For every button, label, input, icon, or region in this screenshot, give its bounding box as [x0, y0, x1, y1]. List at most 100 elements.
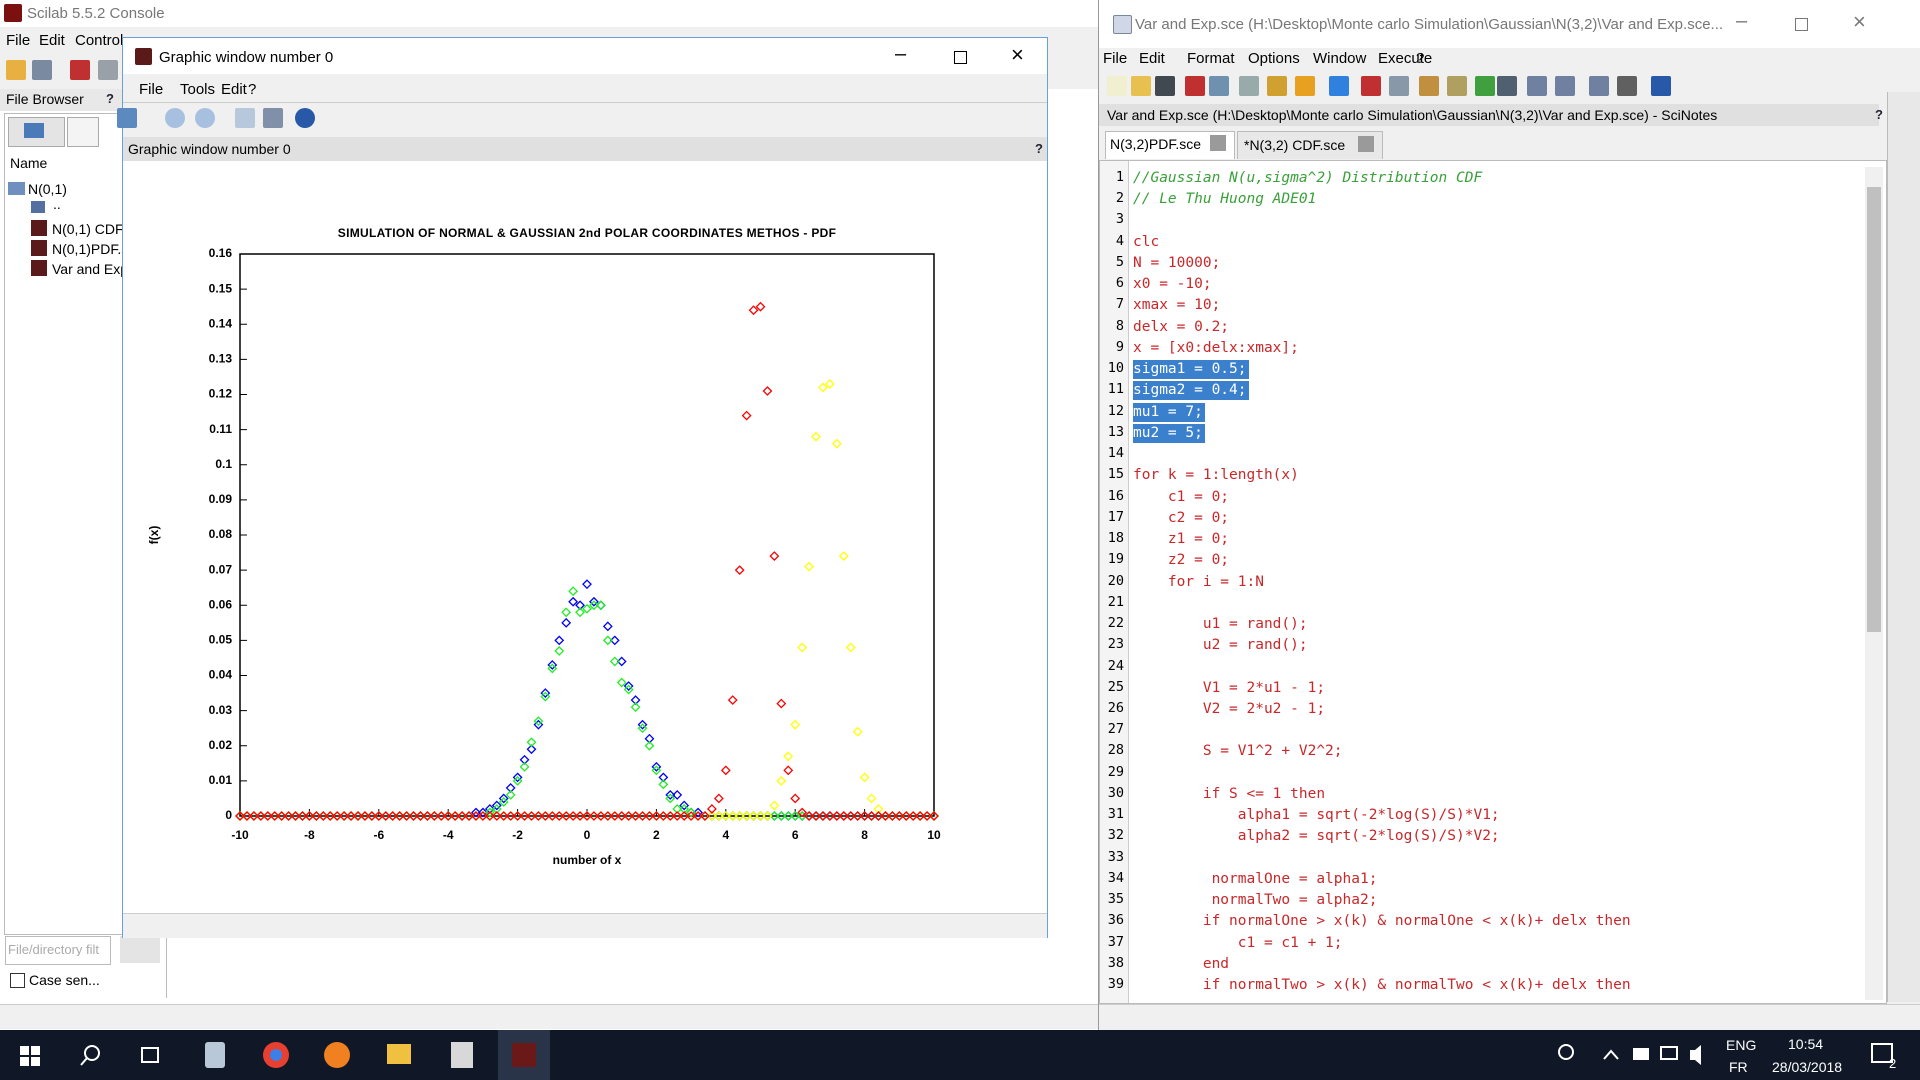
line-number: 10	[1107, 360, 1124, 377]
help-button[interactable]: ?	[1875, 107, 1883, 122]
data-point	[394, 811, 405, 821]
menu-item[interactable]: Execute	[1378, 50, 1433, 67]
tool-icon[interactable]	[1295, 76, 1315, 96]
clock-time[interactable]: 10:54	[1788, 1036, 1824, 1052]
tree-item[interactable]: N(0,1)	[28, 181, 67, 197]
tray-icon[interactable]	[1558, 1044, 1574, 1060]
menu-item[interactable]: File	[1103, 50, 1128, 67]
tool-icon[interactable]	[1107, 76, 1127, 96]
tray-icon[interactable]	[1690, 1045, 1701, 1065]
menu-item[interactable]: Options	[1248, 50, 1300, 67]
minimize-button[interactable]: –	[1736, 10, 1748, 32]
tab-label[interactable]: N(3,2)PDF.sce	[1110, 136, 1202, 152]
line-number: 13	[1107, 423, 1124, 440]
tool-icon[interactable]	[98, 60, 118, 80]
tool-icon[interactable]	[1617, 76, 1637, 96]
tool-icon[interactable]	[165, 108, 185, 128]
code-line: z2 = 0;	[1133, 552, 1230, 569]
tool-icon[interactable]	[1361, 76, 1381, 96]
data-point	[464, 811, 474, 821]
tree-item[interactable]: N(0,1)PDF.s	[52, 241, 129, 257]
tool-icon[interactable]	[1329, 76, 1349, 96]
app-icon[interactable]	[451, 1042, 473, 1068]
menu-item[interactable]: Control	[75, 32, 124, 49]
menu-item[interactable]: Edit	[39, 32, 65, 49]
tool-icon[interactable]	[1389, 76, 1409, 96]
tool-icon[interactable]	[1447, 76, 1467, 96]
dropdown-button[interactable]	[67, 117, 99, 147]
tab-close[interactable]	[1210, 135, 1226, 151]
line-number: 31	[1107, 806, 1124, 823]
column-header[interactable]: Name	[10, 155, 48, 171]
data-point	[311, 811, 322, 821]
task-view-button[interactable]	[141, 1047, 159, 1063]
scroll-thumb[interactable]	[1867, 187, 1881, 632]
data-point	[505, 811, 516, 821]
tool-icon[interactable]	[1155, 76, 1175, 96]
tool-icon[interactable]	[117, 108, 137, 128]
tree-item[interactable]: ..	[53, 196, 61, 212]
tool-icon[interactable]	[6, 60, 26, 80]
y-tick-label: 0.15	[209, 281, 233, 295]
menu-item[interactable]: Window	[1313, 50, 1367, 67]
menu-item[interactable]: Format	[1187, 50, 1235, 67]
clock-date[interactable]: 28/03/2018	[1772, 1059, 1843, 1075]
tool-icon[interactable]	[1651, 76, 1671, 96]
start-button[interactable]	[20, 1046, 40, 1066]
notification-button[interactable]	[1871, 1043, 1893, 1063]
keyboard-layout[interactable]: FR	[1729, 1059, 1748, 1075]
tool-icon[interactable]	[1419, 76, 1439, 96]
menu-item[interactable]: ?	[1416, 50, 1425, 67]
tree-item[interactable]: Var and Exp	[52, 261, 129, 277]
language[interactable]: ENG	[1726, 1037, 1757, 1053]
tool-icon[interactable]	[1589, 76, 1609, 96]
tool-icon[interactable]	[235, 108, 255, 128]
tool-icon[interactable]	[295, 108, 315, 128]
minimize-button[interactable]: –	[895, 43, 907, 65]
x-tick-label: 6	[792, 828, 799, 842]
tool-icon[interactable]	[1475, 76, 1495, 96]
tab-label[interactable]: *N(3,2) CDF.sce	[1244, 137, 1346, 153]
tool-icon[interactable]	[195, 108, 215, 128]
close-button[interactable]: ×	[1011, 42, 1024, 67]
app-icon[interactable]	[387, 1044, 411, 1064]
case-checkbox[interactable]	[10, 973, 25, 988]
help-button[interactable]: ?	[106, 91, 114, 106]
menu-item[interactable]: ?	[248, 81, 257, 98]
close-button[interactable]: ×	[1853, 9, 1866, 34]
app-icon[interactable]	[324, 1042, 350, 1068]
data-point	[824, 379, 835, 389]
tool-icon[interactable]	[70, 60, 90, 80]
tray-expand[interactable]	[1603, 1049, 1619, 1060]
menu-item[interactable]: Edit	[1139, 50, 1165, 67]
tool-icon[interactable]	[263, 108, 283, 128]
tray-icon[interactable]	[1633, 1048, 1649, 1060]
menu-item[interactable]: File	[6, 32, 31, 49]
maximize-button[interactable]	[1795, 18, 1808, 31]
tool-icon[interactable]	[1267, 76, 1287, 96]
tool-icon[interactable]	[1239, 76, 1259, 96]
app-icon[interactable]	[205, 1042, 225, 1068]
tool-icon[interactable]	[32, 60, 52, 80]
menu-item[interactable]: Tools	[180, 81, 216, 98]
menu-item[interactable]: Edit	[221, 81, 247, 98]
menu-item[interactable]: File	[139, 81, 164, 98]
filter-button[interactable]	[120, 936, 160, 963]
tree-item[interactable]: N(0,1) CDF	[52, 221, 124, 237]
tool-icon[interactable]	[1185, 76, 1205, 96]
maximize-button[interactable]	[954, 51, 967, 64]
tray-icon[interactable]	[1660, 1046, 1678, 1060]
tool-icon[interactable]	[1497, 76, 1517, 96]
tool-icon[interactable]	[1209, 76, 1229, 96]
data-point	[845, 811, 856, 821]
search-button[interactable]	[80, 1045, 100, 1066]
folder-button[interactable]	[8, 117, 65, 147]
tool-icon[interactable]	[1131, 76, 1151, 96]
tool-icon[interactable]	[1555, 76, 1575, 96]
help-button[interactable]: ?	[1035, 141, 1043, 156]
tab-close[interactable]	[1358, 136, 1374, 152]
data-point	[595, 811, 606, 821]
data-point	[915, 811, 926, 821]
filter-input[interactable]	[5, 936, 111, 965]
tool-icon[interactable]	[1527, 76, 1547, 96]
